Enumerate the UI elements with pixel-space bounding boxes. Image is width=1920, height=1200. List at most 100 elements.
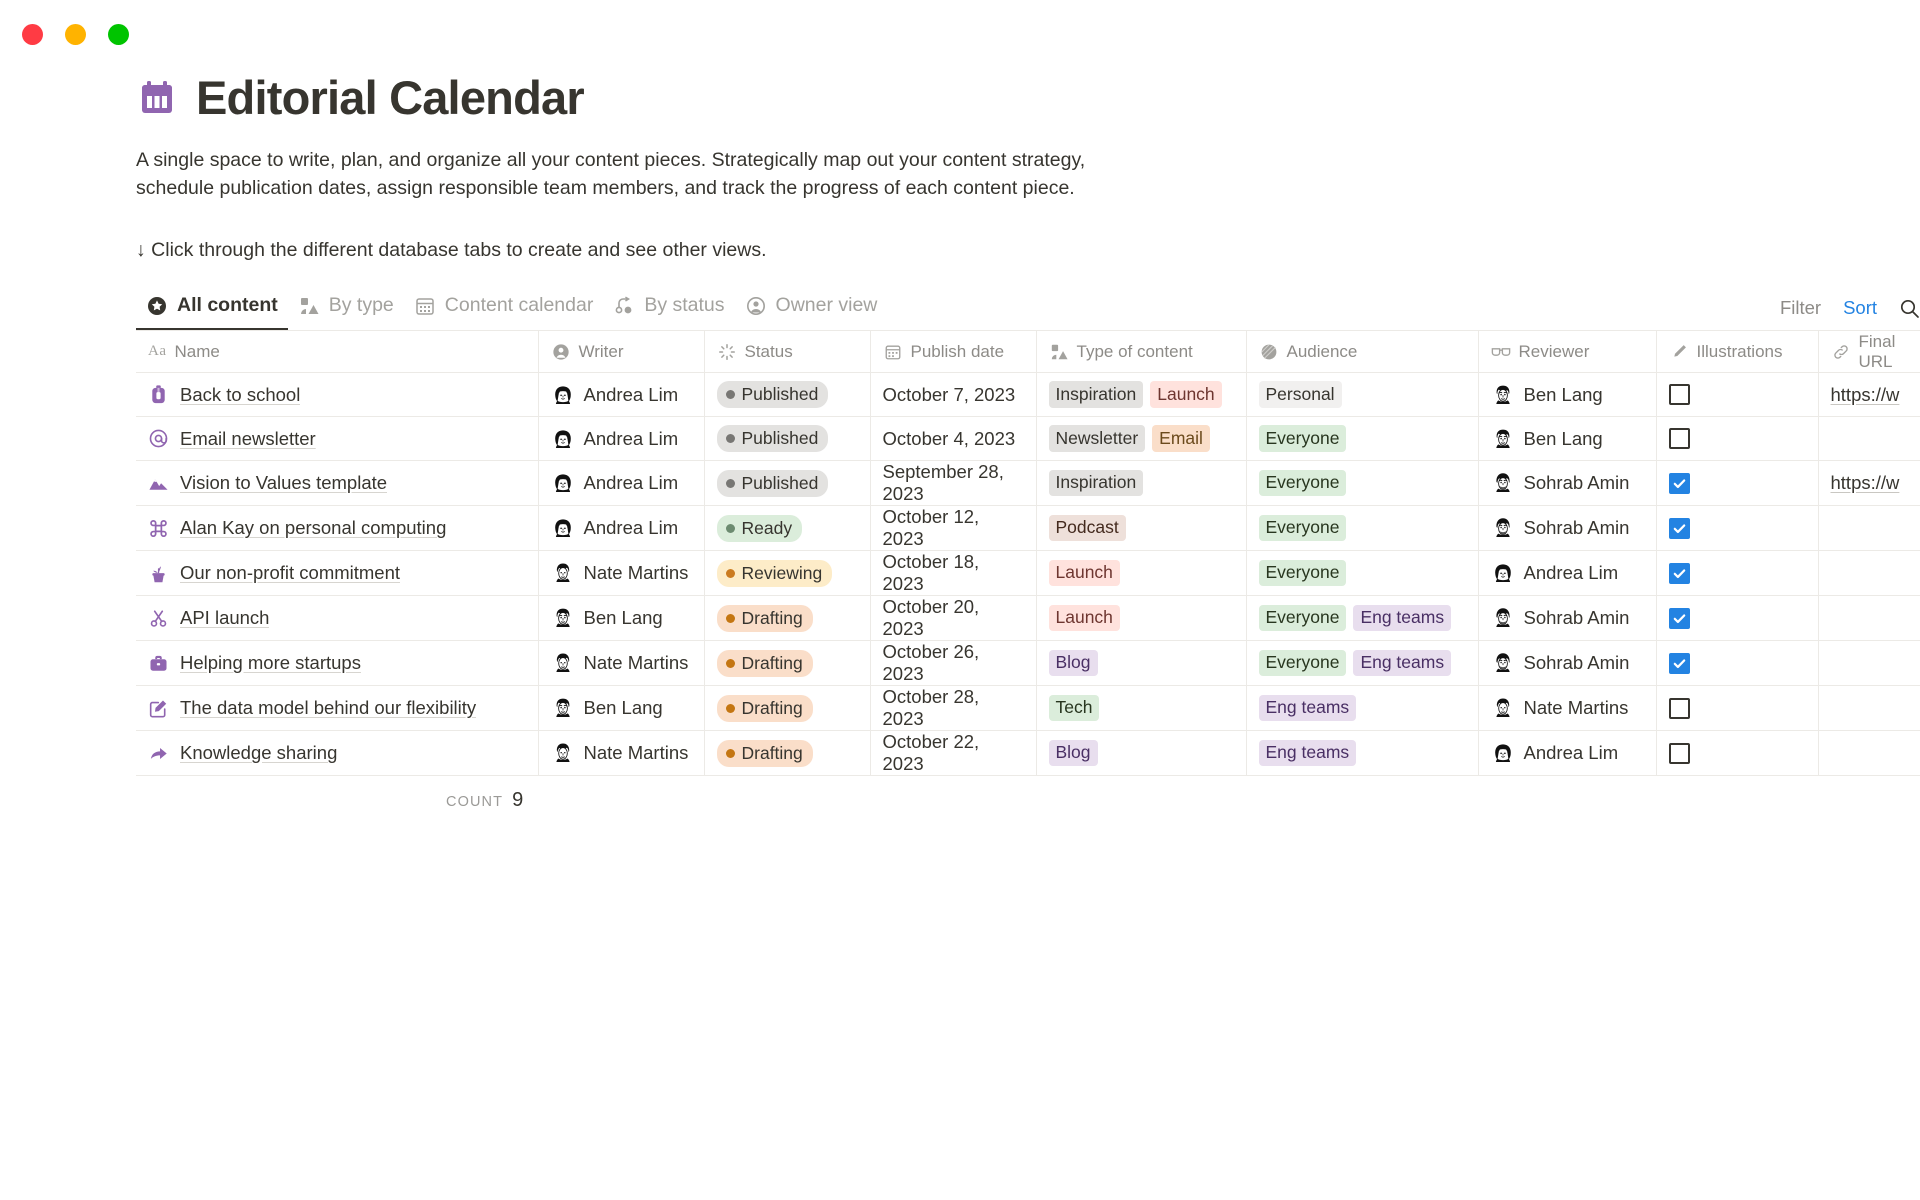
column-header-name[interactable]: Aa Name — [136, 330, 539, 373]
cell-name[interactable]: Back to school — [136, 372, 539, 417]
status-badge[interactable]: Published — [716, 381, 829, 408]
row-title[interactable]: Helping more startups — [180, 652, 361, 673]
row-title[interactable]: Alan Kay on personal computing — [180, 517, 447, 538]
cell-status[interactable]: Drafting — [704, 685, 871, 731]
cell-publish-date[interactable]: October 22, 2023 — [870, 730, 1037, 776]
column-header-type-of-content[interactable]: Type of content — [1036, 330, 1247, 373]
cell-final-url[interactable] — [1818, 640, 1920, 686]
cell-name[interactable]: Email newsletter — [136, 416, 539, 461]
tag[interactable]: Everyone — [1258, 425, 1347, 452]
illustrations-checkbox[interactable] — [1668, 562, 1690, 584]
search-icon[interactable] — [1899, 298, 1920, 319]
tag[interactable]: Everyone — [1258, 469, 1347, 497]
cell-writer[interactable]: Andrea Lim — [538, 460, 705, 506]
row-title[interactable]: Vision to Values template — [180, 472, 388, 493]
cell-audience[interactable]: Eng teams — [1246, 730, 1479, 776]
cell-writer[interactable]: Nate Martins — [538, 550, 705, 596]
illustrations-checkbox[interactable] — [1668, 517, 1690, 539]
cell-status[interactable]: Reviewing — [704, 550, 871, 596]
column-header-writer[interactable]: Writer — [538, 330, 705, 373]
cell-type-of-content[interactable]: Blog — [1036, 640, 1247, 686]
cell-audience[interactable]: Everyone — [1246, 550, 1479, 596]
final-url-link[interactable]: https://w — [1830, 383, 1900, 405]
cell-publish-date[interactable]: October 20, 2023 — [870, 595, 1037, 641]
cell-name[interactable]: Our non-profit commitment — [136, 550, 539, 596]
cell-reviewer[interactable]: Andrea Lim — [1478, 550, 1657, 596]
cell-type-of-content[interactable]: Blog — [1036, 730, 1247, 776]
cell-audience[interactable]: Everyone Eng teams — [1246, 640, 1479, 686]
tag[interactable]: Launch — [1150, 381, 1222, 408]
tag[interactable]: Personal — [1258, 381, 1342, 408]
tag[interactable]: Inspiration — [1048, 469, 1144, 497]
cell-illustrations[interactable] — [1656, 416, 1819, 461]
cell-illustrations[interactable] — [1656, 460, 1819, 506]
cell-publish-date[interactable]: October 7, 2023 — [870, 372, 1037, 417]
status-badge[interactable]: Drafting — [716, 694, 813, 722]
tag[interactable]: Email — [1152, 425, 1210, 452]
cell-type-of-content[interactable]: Launch — [1036, 550, 1247, 596]
cell-status[interactable]: Published — [704, 460, 871, 506]
cell-reviewer[interactable]: Andrea Lim — [1478, 730, 1657, 776]
column-header-audience[interactable]: Audience — [1246, 330, 1479, 373]
maximize-button[interactable] — [108, 24, 129, 45]
tag[interactable]: Newsletter — [1048, 425, 1146, 452]
cell-reviewer[interactable]: Sohrab Amin — [1478, 505, 1657, 551]
tab-by-status[interactable]: By status — [603, 290, 734, 330]
cell-publish-date[interactable]: October 18, 2023 — [870, 550, 1037, 596]
tag[interactable]: Tech — [1048, 694, 1100, 722]
final-url-link[interactable]: https://w — [1830, 472, 1900, 493]
tag[interactable]: Inspiration — [1048, 381, 1144, 408]
illustrations-checkbox[interactable] — [1668, 472, 1690, 494]
cell-audience[interactable]: Everyone — [1246, 460, 1479, 506]
illustrations-checkbox[interactable] — [1668, 428, 1690, 449]
illustrations-checkbox[interactable] — [1668, 697, 1690, 719]
cell-writer[interactable]: Ben Lang — [538, 685, 705, 731]
cell-audience[interactable]: Eng teams — [1246, 685, 1479, 731]
cell-publish-date[interactable]: October 12, 2023 — [870, 505, 1037, 551]
cell-writer[interactable]: Andrea Lim — [538, 416, 705, 461]
status-badge[interactable]: Drafting — [716, 604, 813, 632]
cell-illustrations[interactable] — [1656, 730, 1819, 776]
tab-owner-view[interactable]: Owner view — [735, 290, 888, 330]
cell-status[interactable]: Drafting — [704, 730, 871, 776]
minimize-button[interactable] — [65, 24, 86, 45]
cell-illustrations[interactable] — [1656, 505, 1819, 551]
sort-button[interactable]: Sort — [1843, 297, 1877, 318]
cell-final-url[interactable] — [1818, 595, 1920, 641]
cell-status[interactable]: Drafting — [704, 640, 871, 686]
cell-illustrations[interactable] — [1656, 372, 1819, 417]
cell-final-url[interactable] — [1818, 550, 1920, 596]
cell-type-of-content[interactable]: Tech — [1036, 685, 1247, 731]
cell-audience[interactable]: Everyone — [1246, 505, 1479, 551]
cell-audience[interactable]: Personal — [1246, 372, 1479, 417]
column-header-final-url[interactable]: Final URL — [1818, 330, 1920, 373]
tag[interactable]: Eng teams — [1258, 694, 1357, 722]
tag[interactable]: Blog — [1048, 739, 1098, 767]
cell-final-url[interactable] — [1818, 685, 1920, 731]
cell-status[interactable]: Published — [704, 372, 871, 417]
cell-illustrations[interactable] — [1656, 595, 1819, 641]
table-row[interactable]: Back to school Andrea Lim Published Octo… — [136, 372, 1920, 417]
cell-final-url[interactable] — [1818, 505, 1920, 551]
cell-audience[interactable]: Everyone — [1246, 416, 1479, 461]
tag[interactable]: Everyone — [1258, 559, 1347, 587]
cell-writer[interactable]: Nate Martins — [538, 730, 705, 776]
cell-illustrations[interactable] — [1656, 640, 1819, 686]
tag[interactable]: Launch — [1048, 559, 1120, 587]
table-row[interactable]: Helping more startups Nate Martins Draft… — [136, 640, 1920, 686]
close-button[interactable] — [22, 24, 43, 45]
cell-type-of-content[interactable]: Inspiration Launch — [1036, 372, 1247, 417]
cell-audience[interactable]: Everyone Eng teams — [1246, 595, 1479, 641]
status-badge[interactable]: Published — [716, 469, 829, 497]
tag[interactable]: Launch — [1048, 604, 1120, 632]
status-badge[interactable]: Drafting — [716, 739, 813, 767]
tag[interactable]: Eng teams — [1353, 649, 1452, 677]
cell-publish-date[interactable]: September 28, 2023 — [870, 460, 1037, 506]
table-row[interactable]: Vision to Values template Andrea Lim Pub… — [136, 460, 1920, 506]
cell-final-url[interactable] — [1818, 730, 1920, 776]
cell-final-url[interactable]: https://w — [1818, 460, 1920, 506]
cell-publish-date[interactable]: October 4, 2023 — [870, 416, 1037, 461]
cell-type-of-content[interactable]: Launch — [1036, 595, 1247, 641]
cell-publish-date[interactable]: October 26, 2023 — [870, 640, 1037, 686]
cell-reviewer[interactable]: Nate Martins — [1478, 685, 1657, 731]
